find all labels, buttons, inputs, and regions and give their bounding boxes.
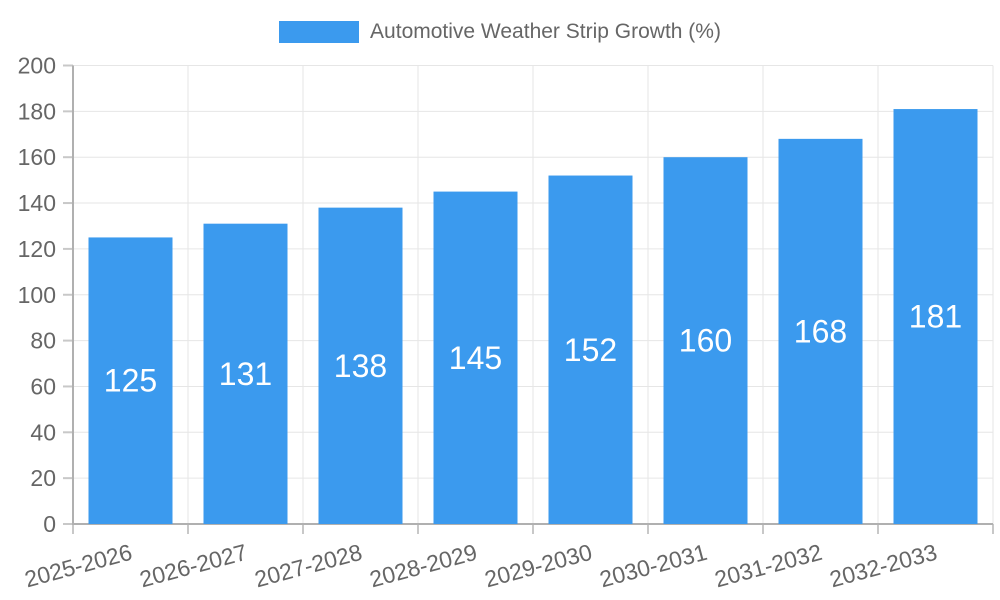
bar[interactable]: [778, 138, 863, 525]
y-tick-label: 160: [18, 144, 56, 170]
legend-label[interactable]: Automotive Weather Strip Growth (%): [370, 20, 721, 43]
y-tick-label: 0: [43, 511, 56, 537]
bar[interactable]: [548, 175, 633, 525]
bar-value-label: 152: [564, 332, 617, 368]
x-tick-label: 2029-2030: [482, 539, 595, 593]
bar-value-label: 145: [449, 340, 502, 376]
legend-swatch[interactable]: [279, 21, 360, 43]
y-tick-label: 200: [18, 53, 56, 79]
x-tick-label: 2026-2027: [137, 539, 250, 593]
bar[interactable]: [203, 223, 288, 524]
x-tick-label: 2027-2028: [252, 539, 365, 593]
y-tick-label: 180: [18, 98, 56, 124]
x-tick-label: 2031-2032: [712, 539, 825, 593]
bar-value-label: 168: [794, 313, 847, 349]
y-tick-label: 120: [18, 236, 56, 262]
bar-value-label: 138: [334, 348, 387, 384]
bar-value-label: 181: [909, 299, 962, 335]
y-tick-label: 80: [30, 328, 56, 354]
bar-value-label: 131: [219, 356, 272, 392]
chart-legend[interactable]: Automotive Weather Strip Growth (%): [0, 20, 1000, 44]
bar-value-label: 125: [104, 363, 157, 399]
x-tick-label: 2030-2031: [597, 539, 710, 593]
bar[interactable]: [318, 207, 403, 524]
x-tick-label: 2032-2033: [827, 539, 940, 593]
x-tick-label: 2025-2026: [22, 539, 135, 593]
y-tick-label: 40: [30, 419, 56, 445]
bar-value-label: 160: [679, 323, 732, 359]
bar[interactable]: [88, 237, 173, 524]
y-tick-label: 140: [18, 190, 56, 216]
x-tick-label: 2028-2029: [367, 539, 480, 593]
y-tick-label: 100: [18, 282, 56, 308]
bar[interactable]: [893, 109, 978, 525]
bar[interactable]: [433, 191, 518, 524]
bar[interactable]: [663, 157, 748, 524]
y-tick-label: 60: [30, 373, 56, 399]
y-tick-label: 20: [30, 465, 56, 491]
